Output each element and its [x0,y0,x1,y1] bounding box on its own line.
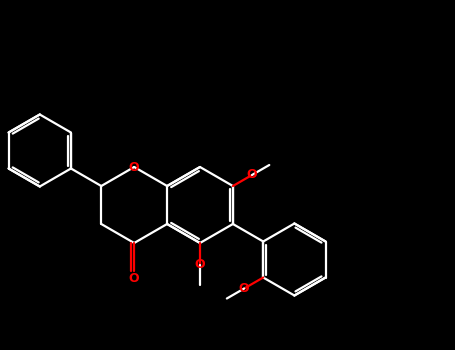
Text: O: O [247,168,257,182]
Text: O: O [239,282,249,295]
Text: O: O [129,161,140,174]
Text: O: O [195,259,205,272]
Text: O: O [129,272,140,285]
